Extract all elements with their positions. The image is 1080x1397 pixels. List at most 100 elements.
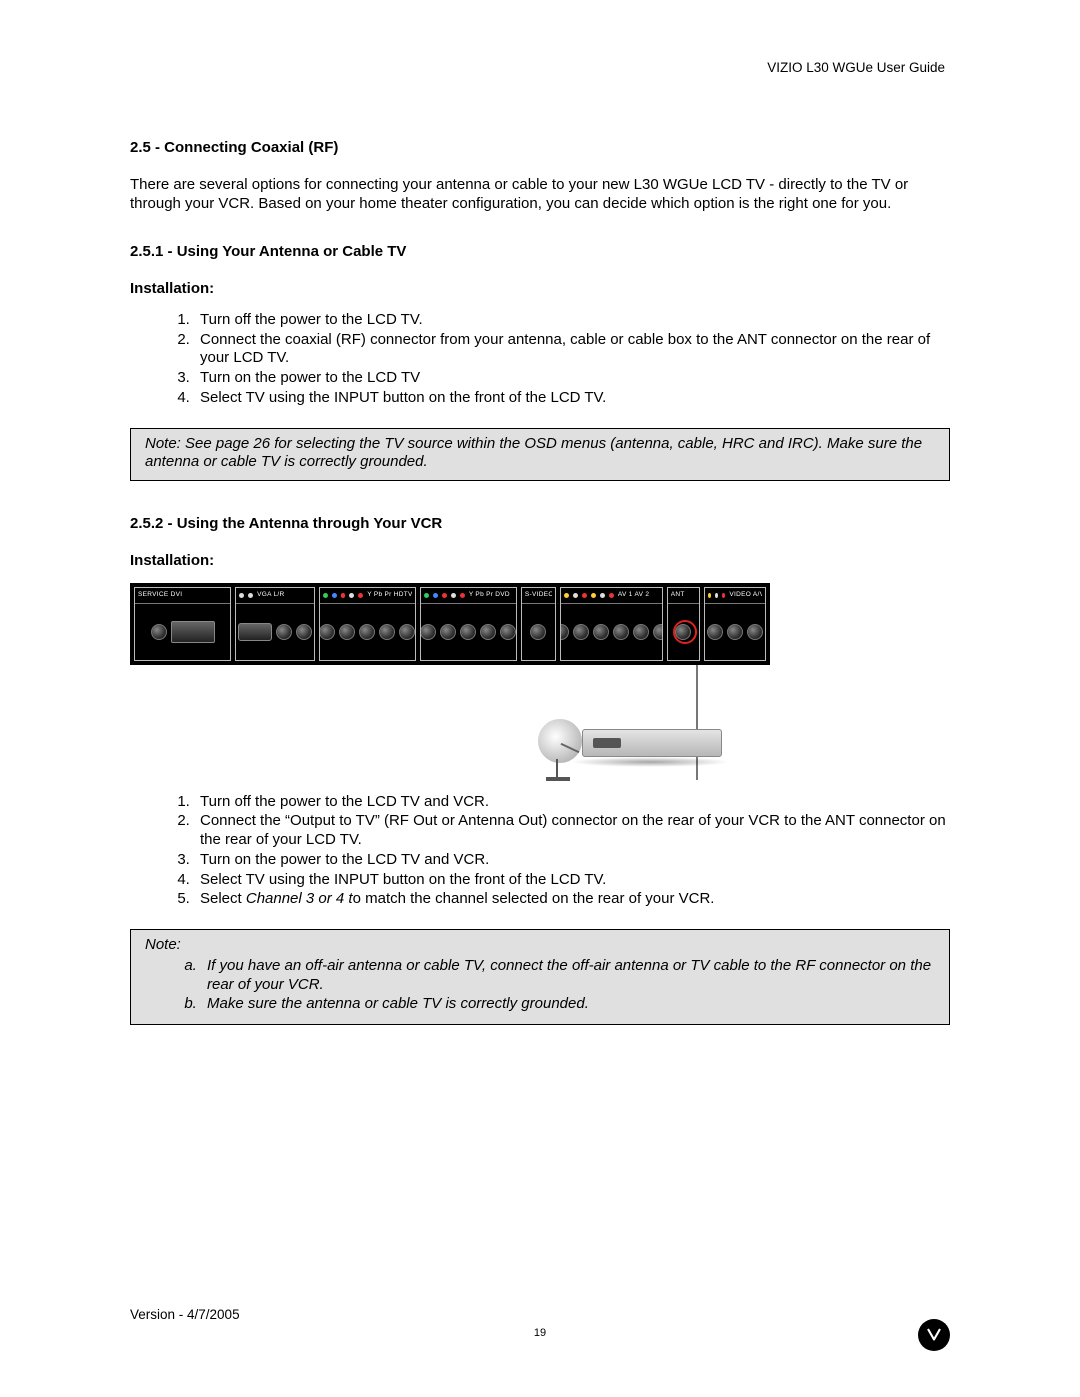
indicator-dot-icon	[600, 593, 605, 598]
panel-segment-ant: ANT	[667, 587, 700, 661]
port-coax-icon	[613, 624, 629, 640]
step-item: Connect the coaxial (RF) connector from …	[194, 331, 950, 369]
port-coax-icon	[460, 624, 476, 640]
rear-panel-diagram: SERVICE DVI VGA L/R Y Pb Pr HDTV Y Pb Pr DV…	[130, 583, 950, 785]
note-box-2: Note: If you have an off-air antenna or …	[130, 929, 950, 1025]
indicator-dot-icon	[424, 593, 429, 598]
note-label-2: Note:	[145, 936, 935, 955]
indicator-dot-icon	[722, 593, 725, 598]
port-coax-icon	[151, 624, 167, 640]
note-box-1: Note: See page 26 for selecting the TV s…	[130, 428, 950, 482]
step-item: Connect the “Output to TV” (RF Out or An…	[194, 812, 950, 850]
indicator-dot-icon	[332, 593, 337, 598]
vcr-shadow-icon	[570, 757, 730, 767]
page-footer: Version - 4/7/2005 19	[130, 1307, 950, 1347]
step5-suffix: o match the channel selected on the rear…	[353, 890, 715, 907]
indicator-dot-icon	[433, 593, 438, 598]
panel-segment-hdtv: Y Pb Pr HDTV	[319, 587, 416, 661]
note-alpha-item: Make sure the antenna or cable TV is cor…	[201, 995, 935, 1014]
panel-segment-vga: VGA L/R	[235, 587, 315, 661]
port-coax-icon	[359, 624, 375, 640]
indicator-dot-icon	[248, 593, 253, 598]
indicator-dot-icon	[451, 593, 456, 598]
heading-2-5-2: 2.5.2 - Using the Antenna through Your V…	[130, 515, 950, 534]
segment-label: ANT	[671, 591, 685, 599]
indicator-dot-icon	[358, 593, 363, 598]
segment-label: Y Pb Pr DVD	[469, 591, 510, 599]
step-item: Select Channel 3 or 4 to match the chann…	[194, 890, 950, 909]
indicator-dot-icon	[341, 593, 346, 598]
port-coax-icon	[296, 624, 312, 640]
segment-label: S-VIDEO	[525, 591, 552, 599]
note-alpha-list: If you have an off-air antenna or cable …	[145, 957, 935, 1014]
port-coax-icon	[573, 624, 589, 640]
installation-label-1: Installation:	[130, 280, 950, 299]
port-coax-icon	[653, 624, 662, 640]
heading-2-5-1: 2.5.1 - Using Your Antenna or Cable TV	[130, 243, 950, 262]
page-number: 19	[534, 1327, 546, 1341]
step-item: Turn off the power to the LCD TV.	[194, 311, 950, 330]
port-coax-icon	[399, 624, 415, 640]
port-dvi-icon	[171, 621, 215, 643]
indicator-dot-icon	[442, 593, 447, 598]
step-item: Select TV using the INPUT button on the …	[194, 871, 950, 890]
dish-stand-icon	[556, 759, 558, 779]
indicator-dot-icon	[609, 593, 614, 598]
port-coax-icon	[440, 624, 456, 640]
port-coax-icon	[747, 624, 763, 640]
ant-highlight-ring-icon	[673, 620, 697, 644]
port-coax-icon	[593, 624, 609, 640]
heading-2-5: 2.5 - Connecting Coaxial (RF)	[130, 139, 950, 158]
step-item: Select TV using the INPUT button on the …	[194, 389, 950, 408]
main-content: 2.5 - Connecting Coaxial (RF) There are …	[130, 139, 950, 1025]
below-panel-illustration	[130, 665, 770, 785]
indicator-dot-icon	[715, 593, 718, 598]
indicator-dot-icon	[349, 593, 354, 598]
port-coax-icon	[727, 624, 743, 640]
panel-segment-svideo: S-VIDEO	[521, 587, 556, 661]
vcr-box-icon	[582, 729, 722, 757]
port-coax-icon	[379, 624, 395, 640]
panel-segment-avout: VIDEO A/V OUT	[704, 587, 766, 661]
port-vga-icon	[238, 623, 272, 641]
port-coax-icon	[633, 624, 649, 640]
step-item: Turn off the power to the LCD TV and VCR…	[194, 793, 950, 812]
step5-prefix: Select	[200, 890, 246, 907]
indicator-dot-icon	[708, 593, 711, 598]
vcr-slot-icon	[593, 738, 621, 748]
vizio-logo-icon	[918, 1319, 950, 1351]
port-coax-icon	[480, 624, 496, 640]
indicator-dot-icon	[239, 593, 244, 598]
port-coax-icon	[530, 624, 546, 640]
segment-label: SERVICE DVI	[138, 591, 182, 599]
installation-label-2: Installation:	[130, 552, 950, 571]
panel-segment-service: SERVICE DVI	[134, 587, 231, 661]
header-guide-title: VIZIO L30 WGUe User Guide	[767, 60, 945, 77]
port-coax-icon	[319, 624, 335, 640]
port-coax-icon	[420, 624, 436, 640]
indicator-dot-icon	[582, 593, 587, 598]
segment-label: VGA L/R	[257, 591, 284, 599]
indicator-dot-icon	[323, 593, 328, 598]
port-coax-icon	[707, 624, 723, 640]
segment-label: AV 1 AV 2	[618, 591, 649, 599]
step-item: Turn on the power to the LCD TV and VCR.	[194, 851, 950, 870]
step5-italic: Channel 3 or 4 t	[246, 890, 353, 907]
indicator-dot-icon	[460, 593, 465, 598]
port-coax-icon	[276, 624, 292, 640]
intro-paragraph: There are several options for connecting…	[130, 176, 950, 214]
indicator-dot-icon	[573, 593, 578, 598]
step-item: Turn on the power to the LCD TV	[194, 369, 950, 388]
port-coax-icon	[560, 624, 569, 640]
connector-panel: SERVICE DVI VGA L/R Y Pb Pr HDTV Y Pb Pr DV…	[130, 583, 770, 665]
steps-list-1: Turn off the power to the LCD TV. Connec…	[130, 311, 950, 408]
panel-segment-av: AV 1 AV 2	[560, 587, 663, 661]
dish-base-icon	[546, 777, 570, 781]
port-coax-icon	[500, 624, 516, 640]
indicator-dot-icon	[564, 593, 569, 598]
page: VIZIO L30 WGUe User Guide 2.5 - Connecti…	[0, 0, 1080, 1397]
indicator-dot-icon	[591, 593, 596, 598]
note-alpha-item: If you have an off-air antenna or cable …	[201, 957, 935, 995]
segment-label: Y Pb Pr HDTV	[367, 591, 412, 599]
panel-segment-dvd: Y Pb Pr DVD	[420, 587, 517, 661]
